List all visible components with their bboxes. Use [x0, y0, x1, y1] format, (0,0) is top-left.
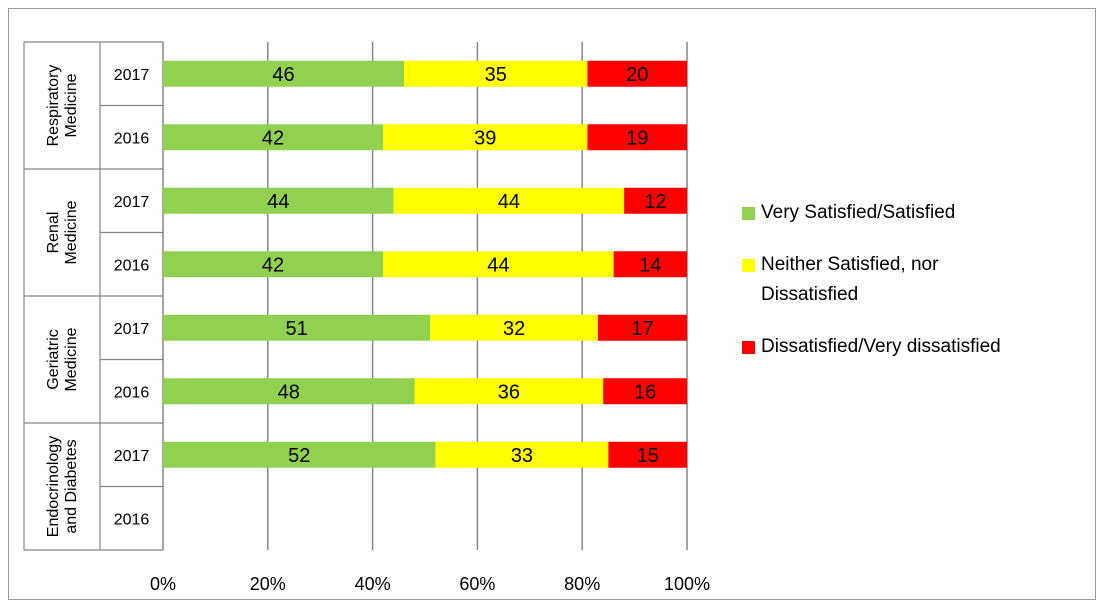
legend-swatch-neither: [742, 259, 755, 272]
bar-segment: [624, 187, 687, 214]
bar-value-label: 44: [487, 254, 509, 276]
bar-segment: [603, 378, 687, 405]
year-label: 2017: [114, 67, 150, 84]
bar-segment: [383, 251, 614, 278]
group-label: RenalMedicine: [45, 200, 80, 264]
legend-label-dissatisfied: Dissatisfied/Very dissatisfied: [761, 336, 1001, 357]
bar-segment: [597, 314, 687, 341]
bar-segment: [383, 124, 588, 151]
bar-value-label: 52: [288, 445, 310, 467]
bar-value-label: 32: [503, 318, 525, 340]
bar-segment: [163, 314, 431, 341]
bar-segment: [435, 441, 609, 468]
bar-value-label: 12: [644, 191, 666, 213]
x-tick-label: 60%: [459, 574, 495, 594]
bar-value-label: 16: [634, 381, 656, 403]
legend-label-very-satisfied: Very Satisfied/Satisfied: [761, 202, 956, 223]
x-tick-label: 40%: [355, 574, 391, 594]
bar-value-label: 44: [498, 191, 520, 213]
bar-value-label: 39: [474, 127, 496, 149]
bar-value-label: 35: [485, 64, 507, 86]
year-label: 2016: [114, 257, 150, 274]
bar-segment: [163, 187, 394, 214]
legend-item-very-satisfied: Very Satisfied/Satisfied: [742, 198, 1082, 228]
bar-value-label: 42: [262, 127, 284, 149]
bar-segment: [430, 314, 598, 341]
bar-segment: [587, 124, 687, 151]
bar-segment: [404, 60, 588, 87]
year-label: 2016: [114, 511, 150, 528]
bar-segment: [163, 441, 436, 468]
legend-swatch-very-satisfied: [742, 207, 755, 220]
bar-value-label: 33: [511, 445, 533, 467]
year-label: 2017: [114, 321, 150, 338]
year-label: 2016: [114, 384, 150, 401]
bar-segment: [163, 251, 384, 278]
bar-value-label: 48: [278, 381, 300, 403]
legend-item-neither: Neither Satisfied, nor Dissatisfied: [742, 250, 1082, 310]
bar-segment: [163, 60, 405, 87]
chart-legend: Very Satisfied/Satisfied Neither Satisfi…: [742, 198, 1082, 384]
bar-value-label: 14: [639, 254, 661, 276]
bar-value-label: 51: [285, 318, 307, 340]
x-tick-label: 100%: [664, 574, 710, 594]
x-tick-label: 20%: [250, 574, 286, 594]
bar-segment: [613, 251, 687, 278]
x-tick-label: 80%: [564, 574, 600, 594]
bar-value-label: 20: [626, 64, 648, 86]
legend-swatch-dissatisfied: [742, 341, 755, 354]
bar-value-label: 44: [267, 191, 289, 213]
bar-value-label: 17: [631, 318, 653, 340]
bar-segment: [393, 187, 625, 214]
bar-segment: [414, 378, 604, 405]
year-label: 2017: [114, 448, 150, 465]
bar-value-label: 46: [272, 64, 294, 86]
bar-segment: [163, 378, 415, 405]
bar-value-label: 19: [626, 127, 648, 149]
chart-frame: [8, 8, 1096, 600]
legend-label-neither: Neither Satisfied, nor Dissatisfied: [761, 254, 939, 305]
bar-value-label: 36: [498, 381, 520, 403]
bar-segment: [608, 441, 687, 468]
bar-value-label: 15: [637, 445, 659, 467]
group-label: Endocrinologyand Diabetes: [45, 436, 80, 537]
group-label: GeriatricMedicine: [45, 327, 80, 391]
bar-segment: [163, 124, 384, 151]
x-tick-label: 0%: [150, 574, 176, 594]
bar-segment: [587, 60, 687, 87]
year-label: 2017: [114, 194, 150, 211]
group-label: RespiratoryMedicine: [45, 65, 80, 147]
legend-item-dissatisfied: Dissatisfied/Very dissatisfied: [742, 332, 1082, 362]
year-label: 2016: [114, 130, 150, 147]
bar-value-label: 42: [262, 254, 284, 276]
